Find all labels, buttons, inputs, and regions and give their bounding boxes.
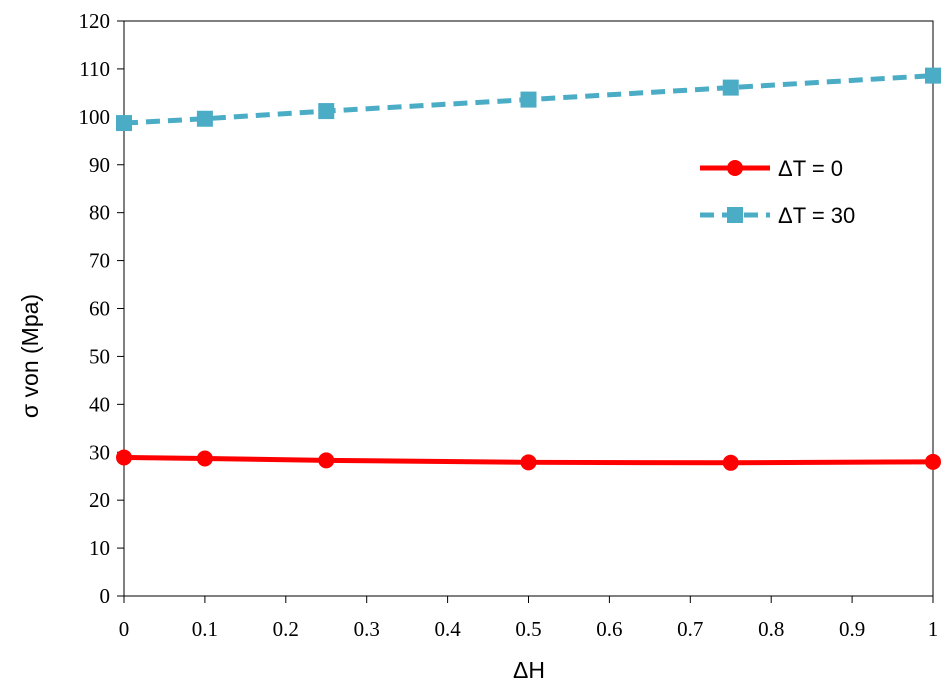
y-tick-label: 50 [89, 344, 110, 368]
x-tick-label: 0.8 [758, 617, 784, 641]
y-axis: 0 10 20 30 40 50 60 70 80 90 100 110 120 [79, 9, 124, 608]
y-axis-title: σ von (Mpa) [17, 294, 43, 418]
data-point-square [925, 67, 941, 84]
data-point-square [722, 79, 739, 96]
x-tick-label: 0.6 [596, 617, 622, 641]
x-tick-label: 1 [928, 617, 939, 641]
x-tick-label: 0.3 [354, 617, 380, 641]
y-tick-label: 60 [89, 297, 110, 321]
data-point-circle [196, 450, 213, 467]
y-tick-label: 100 [79, 105, 111, 129]
y-tick-label: 10 [89, 536, 110, 560]
data-point-square [116, 115, 132, 132]
y-tick-label: 70 [89, 249, 110, 273]
x-tick-label: 0.7 [677, 617, 703, 641]
data-point-square [727, 207, 743, 223]
x-tick-label: 0.1 [192, 617, 218, 641]
x-axis-title: ΔH [513, 657, 545, 683]
data-point-circle [727, 160, 743, 176]
legend: ΔT = 0 ΔT = 30 [700, 156, 855, 228]
series-layer [116, 67, 941, 471]
y-tick-label: 0 [100, 584, 111, 608]
legend-item-1: ΔT = 0 [700, 156, 843, 181]
data-point-square [520, 91, 537, 108]
y-tick-label: 120 [79, 9, 111, 33]
x-tick-label: 0 [119, 617, 130, 641]
series-1 [116, 449, 941, 471]
legend-label: ΔT = 0 [778, 156, 843, 181]
series-line [123, 73, 934, 126]
y-tick-label: 40 [89, 392, 110, 416]
data-point-circle [116, 449, 132, 466]
data-point-square [196, 110, 213, 127]
data-point-square [318, 103, 335, 120]
y-tick-label: 110 [79, 57, 110, 81]
y-tick-label: 90 [89, 153, 110, 177]
data-point-circle [520, 454, 537, 471]
series-line [123, 455, 934, 466]
legend-label: ΔT = 30 [778, 203, 855, 228]
y-tick-label: 30 [89, 440, 110, 464]
data-point-circle [318, 452, 335, 469]
y-tick-label: 80 [89, 201, 110, 225]
x-tick-label: 0.2 [273, 617, 299, 641]
x-tick-label: 0.9 [839, 617, 865, 641]
data-point-circle [722, 454, 739, 471]
x-tick-label: 0.4 [434, 617, 461, 641]
x-tick-label: 0.5 [515, 617, 541, 641]
x-axis: 0 0.1 0.2 0.3 0.4 0.5 0.6 0.7 0.8 0.9 1 [119, 596, 939, 641]
y-tick-label: 20 [89, 488, 110, 512]
legend-item-2: ΔT = 30 [700, 203, 855, 228]
data-point-circle [925, 453, 941, 470]
series-2 [116, 67, 941, 132]
